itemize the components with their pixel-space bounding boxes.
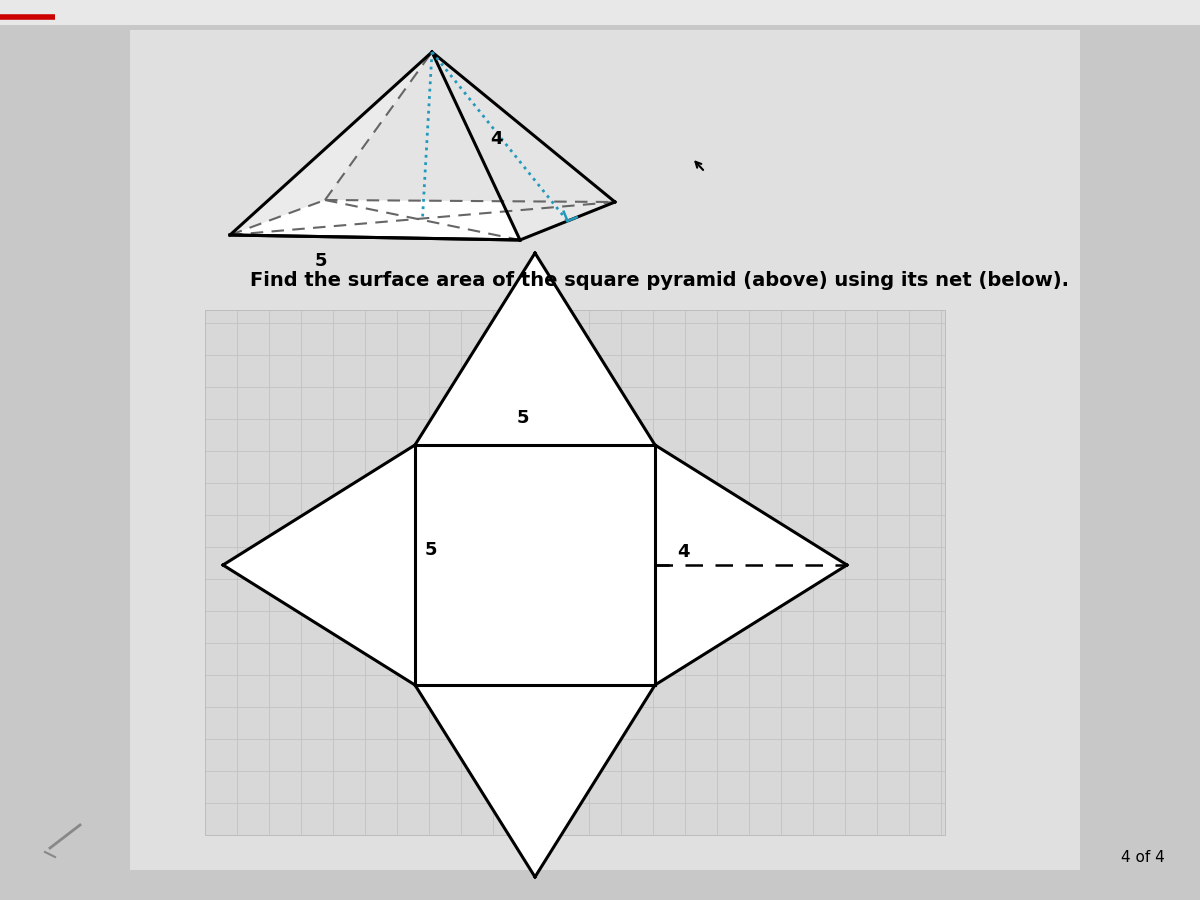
Bar xyxy=(0,0,1200,25)
Text: 5: 5 xyxy=(314,251,328,269)
Polygon shape xyxy=(415,445,655,685)
Text: 4: 4 xyxy=(490,130,503,148)
Polygon shape xyxy=(230,52,520,240)
Polygon shape xyxy=(223,445,415,685)
Text: 5: 5 xyxy=(425,541,438,559)
Polygon shape xyxy=(325,52,616,202)
Bar xyxy=(130,30,1080,870)
Polygon shape xyxy=(415,253,655,445)
Polygon shape xyxy=(415,685,655,877)
Bar xyxy=(205,310,946,835)
Polygon shape xyxy=(655,445,847,685)
Text: 4: 4 xyxy=(677,543,690,561)
Text: Find the surface area of the square pyramid (above) using its net (below).: Find the surface area of the square pyra… xyxy=(251,271,1069,290)
Polygon shape xyxy=(432,52,616,240)
Text: 4 of 4: 4 of 4 xyxy=(1121,850,1165,866)
Polygon shape xyxy=(230,52,432,235)
Text: 5: 5 xyxy=(517,409,529,427)
